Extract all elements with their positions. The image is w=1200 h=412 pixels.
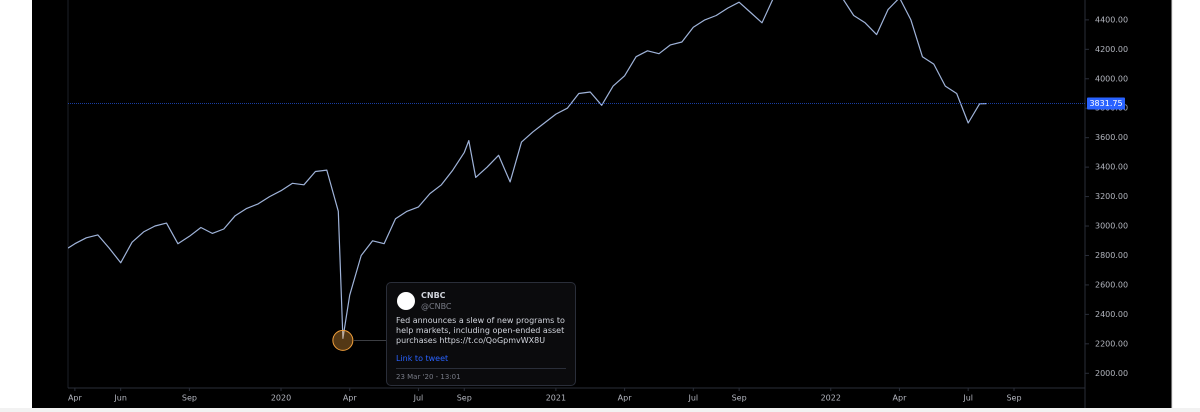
y-tick-label: 4000.00 — [1095, 74, 1128, 83]
tweet-date: 23 Mar '20 - 13:01 — [396, 373, 461, 381]
tweet-handle: @CNBC — [421, 302, 452, 311]
x-tick-label: Sep — [457, 394, 472, 403]
tweet-link[interactable]: Link to tweet — [396, 354, 449, 363]
tweet-logo — [397, 292, 415, 310]
last-price-box — [1087, 97, 1125, 110]
tweet-card: CNBC @CNBC Fed announces a slew of new p… — [386, 282, 576, 386]
x-tick-label: Apr — [618, 394, 633, 403]
chart-panel — [32, 0, 1172, 408]
y-tick-label: 3200.00 — [1095, 192, 1128, 201]
x-tick-label: Jul — [962, 394, 973, 403]
x-tick-label: Sep — [182, 394, 197, 403]
tweet-author: CNBC — [421, 291, 446, 300]
y-tick-label: 3000.00 — [1095, 222, 1128, 231]
x-tick-label: Jul — [413, 394, 424, 403]
x-tick-label: 2020 — [271, 394, 291, 403]
tweet-marker — [332, 329, 354, 351]
x-tick-label: Apr — [68, 394, 83, 403]
y-tick-label: 3600.00 — [1095, 133, 1128, 142]
plot-area — [68, 0, 987, 339]
x-tick-label: Apr — [343, 394, 358, 403]
x-tick-label: 2022 — [821, 394, 841, 403]
last-price-label: 3831.75 — [1089, 99, 1122, 108]
x-tick-label: Jul — [687, 394, 698, 403]
y-tick-label: 3400.00 — [1095, 163, 1128, 172]
y-tick-label: 2400.00 — [1095, 310, 1128, 319]
price-line — [68, 0, 987, 339]
x-tick-label: Jun — [113, 394, 127, 403]
y-tick-label: 2600.00 — [1095, 280, 1128, 289]
y-tick-label: 2800.00 — [1095, 251, 1128, 260]
x-tick-label: 2021 — [546, 394, 566, 403]
y-tick-label: 4400.00 — [1095, 15, 1128, 24]
y-tick-label: 4200.00 — [1095, 45, 1128, 54]
x-tick-label: Sep — [1006, 394, 1021, 403]
y-tick-label: 2000.00 — [1095, 369, 1128, 378]
tweet-text: Fed announces a slew of new programs to … — [396, 316, 565, 345]
x-tick-label: Apr — [893, 394, 908, 403]
y-tick-label: 2200.00 — [1095, 339, 1128, 348]
x-tick-label: Sep — [732, 394, 747, 403]
tweet-separator — [396, 368, 566, 369]
